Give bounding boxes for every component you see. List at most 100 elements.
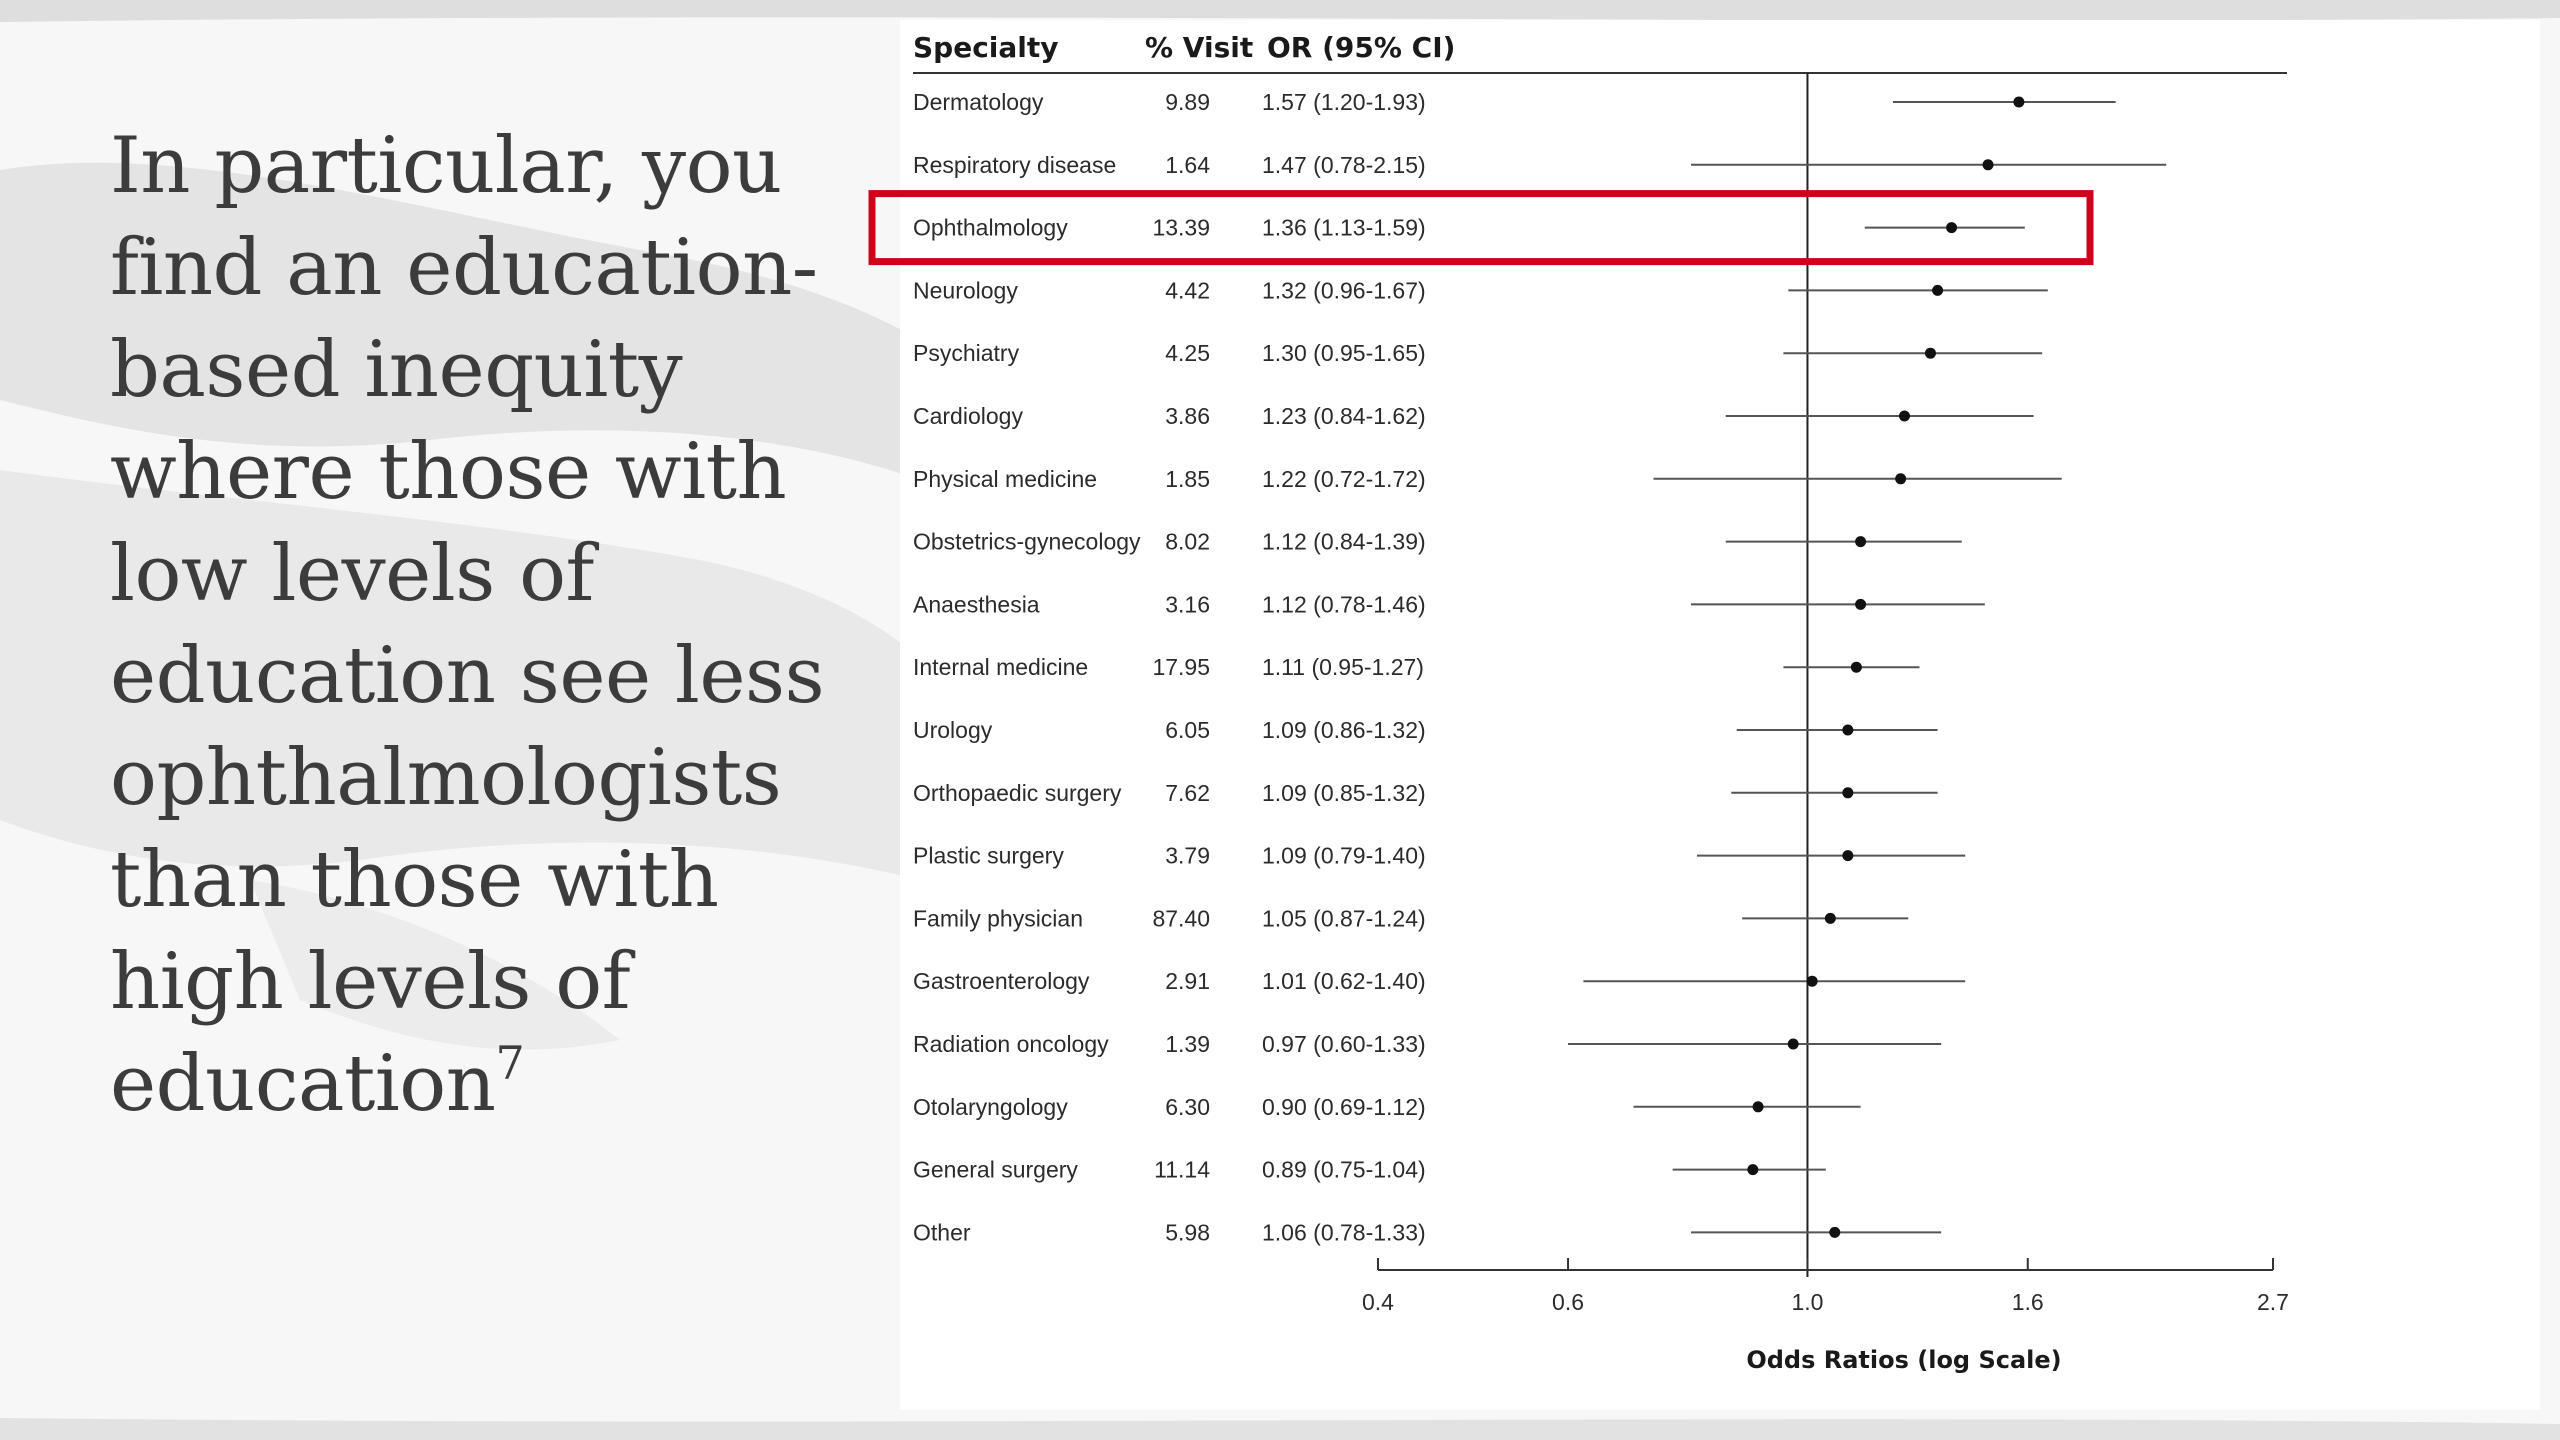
row-or-ci-label: 1.09 (0.85-1.32) — [1262, 780, 1426, 806]
header-specialty: Specialty — [913, 31, 1059, 64]
forest-row: General surgery 11.14 0.89 (0.75-1.04) — [913, 1157, 1826, 1183]
row-specialty-label: Neurology — [913, 277, 1018, 303]
row-specialty-label: Plastic surgery — [913, 843, 1064, 869]
x-axis-tick-label: 1.6 — [2012, 1289, 2044, 1315]
forest-row: Ophthalmology 13.39 1.36 (1.13-1.59) — [913, 215, 2025, 241]
row-pct-visit-label: 4.25 — [1165, 340, 1210, 366]
row-pct-visit-label: 11.14 — [1154, 1157, 1210, 1183]
row-pct-visit-label: 1.64 — [1165, 152, 1210, 178]
odds-ratio-point — [1824, 912, 1836, 924]
row-specialty-label: Gastroenterology — [913, 968, 1090, 994]
forest-row: Radiation oncology 1.39 0.97 (0.60-1.33) — [913, 1031, 1942, 1057]
row-pct-visit-label: 3.79 — [1165, 843, 1210, 869]
odds-ratio-point — [1924, 347, 1936, 359]
row-specialty-label: Cardiology — [913, 403, 1023, 429]
row-or-ci-label: 1.01 (0.62-1.40) — [1262, 968, 1426, 994]
row-or-ci-label: 1.47 (0.78-2.15) — [1262, 152, 1426, 178]
odds-ratio-point — [1752, 1101, 1764, 1113]
row-or-ci-label: 0.97 (0.60-1.33) — [1262, 1031, 1426, 1057]
row-specialty-label: Otolaryngology — [913, 1094, 1068, 1120]
forest-row: Dermatology 9.89 1.57 (1.20-1.93) — [913, 89, 2116, 115]
row-specialty-label: Physical medicine — [913, 466, 1097, 492]
odds-ratio-point — [1842, 724, 1854, 736]
row-pct-visit-label: 17.95 — [1152, 654, 1210, 680]
odds-ratio-point — [1842, 850, 1854, 862]
odds-ratio-point — [1850, 661, 1862, 673]
row-pct-visit-label: 1.39 — [1165, 1031, 1210, 1057]
x-axis: 0.4 0.6 1.0 1.6 2.7 — [1362, 1258, 2289, 1315]
row-pct-visit-label: 7.62 — [1165, 780, 1210, 806]
row-pct-visit-label: 2.91 — [1165, 968, 1210, 994]
odds-ratio-point — [1829, 1226, 1841, 1238]
row-specialty-label: Obstetrics-gynecology — [913, 529, 1141, 555]
odds-ratio-point — [1982, 159, 1994, 171]
row-pct-visit-label: 3.86 — [1165, 403, 1210, 429]
row-or-ci-label: 1.06 (0.78-1.33) — [1262, 1219, 1426, 1245]
row-pct-visit-label: 4.42 — [1165, 277, 1210, 303]
row-or-ci-label: 1.09 (0.86-1.32) — [1262, 717, 1426, 743]
forest-row: Physical medicine 1.85 1.22 (0.72-1.72) — [913, 466, 2062, 492]
forest-plot: Specialty % Visit OR (95% CI) Dermatolog… — [868, 31, 2289, 1374]
rows-layer: Dermatology 9.89 1.57 (1.20-1.93) Respirato… — [913, 89, 2167, 1245]
row-specialty-label: Psychiatry — [913, 340, 1020, 366]
odds-ratio-point — [1855, 536, 1867, 548]
forest-row: Anaesthesia 3.16 1.12 (0.78-1.46) — [913, 591, 1985, 617]
row-specialty-label: Other — [913, 1219, 971, 1245]
row-pct-visit-label: 8.02 — [1165, 529, 1210, 555]
odds-ratio-point — [1787, 1038, 1799, 1050]
row-or-ci-label: 1.22 (0.72-1.72) — [1262, 466, 1426, 492]
row-or-ci-label: 1.32 (0.96-1.67) — [1262, 277, 1426, 303]
odds-ratio-point — [1855, 598, 1867, 610]
row-specialty-label: Internal medicine — [913, 654, 1088, 680]
row-specialty-label: Urology — [913, 717, 993, 743]
forest-row: Respiratory disease 1.64 1.47 (0.78-2.15) — [913, 152, 2167, 178]
row-or-ci-label: 1.36 (1.13-1.59) — [1262, 215, 1426, 241]
row-specialty-label: Family physician — [913, 905, 1083, 931]
row-specialty-label: Orthopaedic surgery — [913, 780, 1122, 806]
slide-body-text: In particular, you find an education-bas… — [110, 115, 870, 1135]
row-pct-visit-label: 9.89 — [1165, 89, 1210, 115]
row-or-ci-label: 1.05 (0.87-1.24) — [1262, 905, 1426, 931]
row-or-ci-label: 0.89 (0.75-1.04) — [1262, 1157, 1426, 1183]
row-or-ci-label: 1.11 (0.95-1.27) — [1262, 654, 1424, 680]
odds-ratio-point — [1932, 284, 1944, 296]
forest-row: Plastic surgery 3.79 1.09 (0.79-1.40) — [913, 843, 1966, 869]
highlight-box — [868, 190, 2094, 266]
row-pct-visit-label: 87.40 — [1152, 905, 1210, 931]
odds-ratio-point — [1895, 473, 1907, 485]
row-or-ci-label: 1.12 (0.78-1.46) — [1262, 591, 1426, 617]
odds-ratio-point — [1842, 787, 1854, 799]
forest-row: Gastroenterology 2.91 1.01 (0.62-1.40) — [913, 968, 1966, 994]
row-or-ci-label: 1.23 (0.84-1.62) — [1262, 403, 1426, 429]
odds-ratio-point — [1898, 410, 1910, 422]
row-pct-visit-label: 6.30 — [1165, 1094, 1210, 1120]
row-pct-visit-label: 13.39 — [1152, 215, 1210, 241]
row-pct-visit-label: 1.85 — [1165, 466, 1210, 492]
forest-row: Psychiatry 4.25 1.30 (0.95-1.65) — [913, 340, 2043, 366]
x-axis-tick-label: 0.4 — [1362, 1289, 1394, 1315]
forest-row: Orthopaedic surgery 7.62 1.09 (0.85-1.32) — [913, 780, 1938, 806]
row-specialty-label: Respiratory disease — [913, 152, 1116, 178]
odds-ratio-point — [1747, 1164, 1759, 1176]
forest-row: Otolaryngology 6.30 0.90 (0.69-1.12) — [913, 1094, 1861, 1120]
row-or-ci-label: 1.57 (1.20-1.93) — [1262, 89, 1426, 115]
odds-ratio-point — [1946, 222, 1958, 234]
row-or-ci-label: 1.09 (0.79-1.40) — [1262, 843, 1426, 869]
forest-row: Internal medicine 17.95 1.11 (0.95-1.27) — [913, 654, 1920, 680]
forest-row: Family physician 87.40 1.05 (0.87-1.24) — [913, 905, 1909, 931]
row-pct-visit-label: 5.98 — [1165, 1219, 1210, 1245]
forest-row: Obstetrics-gynecology 8.02 1.12 (0.84-1.39… — [913, 529, 1962, 555]
forest-row: Neurology 4.42 1.32 (0.96-1.67) — [913, 277, 2048, 303]
forest-row: Other 5.98 1.06 (0.78-1.33) — [913, 1219, 1942, 1245]
x-axis-tick-label: 2.7 — [2257, 1289, 2289, 1315]
row-specialty-label: Anaesthesia — [913, 591, 1040, 617]
row-or-ci-label: 1.30 (0.95-1.65) — [1262, 340, 1426, 366]
forest-row: Urology 6.05 1.09 (0.86-1.32) — [913, 717, 1938, 743]
row-specialty-label: Dermatology — [913, 89, 1044, 115]
row-pct-visit-label: 3.16 — [1165, 591, 1210, 617]
row-or-ci-label: 1.12 (0.84-1.39) — [1262, 529, 1426, 555]
header-pct-visit: % Visit — [1145, 31, 1253, 64]
row-pct-visit-label: 6.05 — [1165, 717, 1210, 743]
